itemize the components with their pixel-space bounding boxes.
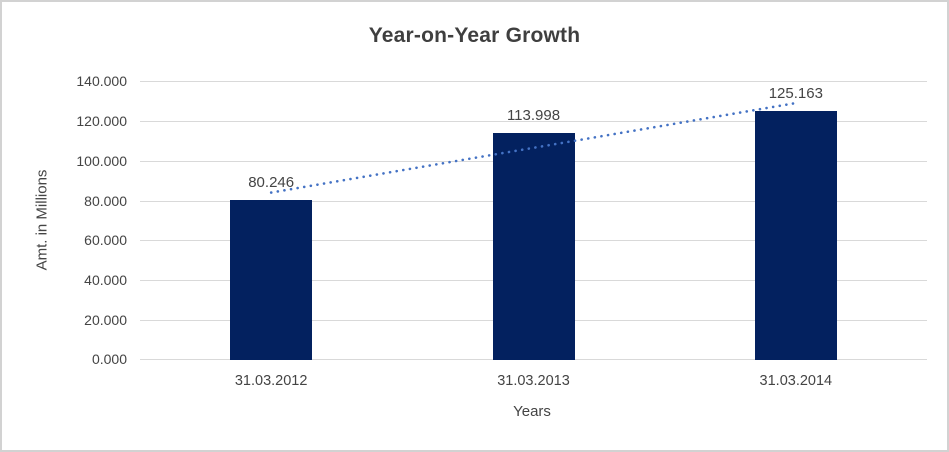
x-axis-tick-label: 31.03.2014 bbox=[759, 373, 833, 389]
y-axis-tick-label: 120.000 bbox=[76, 113, 127, 129]
chart-title: Year-on-Year Growth bbox=[368, 24, 581, 47]
x-axis-title: Years bbox=[513, 403, 551, 420]
y-axis-tick-label: 100.000 bbox=[76, 153, 127, 169]
x-axis-tick-label: 31.03.2013 bbox=[497, 373, 570, 389]
y-axis-tick-label: 40.000 bbox=[84, 272, 127, 288]
bar-data-label: 125.163 bbox=[768, 85, 823, 102]
y-axis-tick-label: 20.000 bbox=[84, 312, 127, 328]
y-axis-title: Amt. in Millions bbox=[33, 169, 51, 271]
bar bbox=[493, 133, 575, 360]
bar bbox=[230, 200, 312, 360]
bar bbox=[755, 111, 837, 360]
x-axis-tick-label: 31.03.2012 bbox=[234, 373, 308, 389]
bar-data-label: 80.246 bbox=[248, 174, 295, 191]
y-axis-tick-label: 0.000 bbox=[91, 351, 127, 367]
gridline bbox=[140, 81, 927, 82]
bar-data-label: 113.998 bbox=[506, 107, 561, 124]
y-axis-tick-label: 80.000 bbox=[84, 193, 127, 209]
y-axis-tick-label: 60.000 bbox=[84, 232, 127, 248]
y-axis-tick-label: 140.000 bbox=[76, 73, 127, 89]
plot-area: 0.000 20.000 40.000 60.000 80.000 100.000 120.… bbox=[76, 73, 927, 389]
